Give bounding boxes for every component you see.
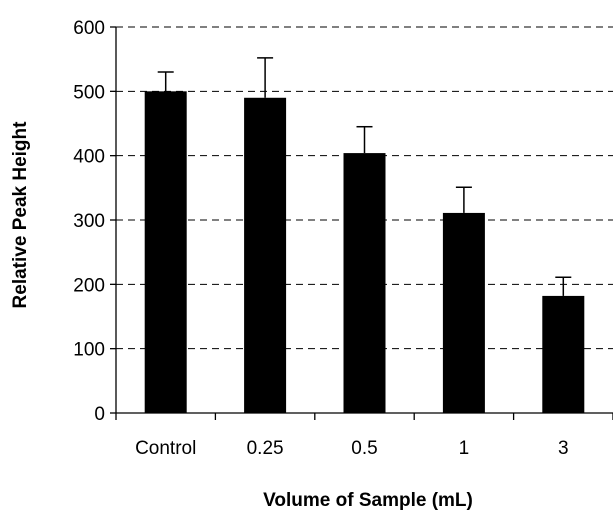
y-axis-title: Relative Peak Height (10, 121, 31, 309)
bar (442, 212, 485, 413)
y-tick-label: 600 (73, 18, 105, 39)
bar (144, 91, 187, 413)
x-tick-label: 0.25 (247, 438, 284, 459)
gridlines (116, 26, 613, 350)
y-tick-label: 200 (73, 275, 105, 296)
x-tick-label: 3 (558, 438, 569, 459)
bar (244, 97, 287, 414)
x-tick-label: 0.5 (351, 438, 377, 459)
bar (343, 153, 386, 414)
x-tick-label: Control (135, 438, 196, 459)
error-bars (157, 57, 572, 296)
x-ticks: Control 0.25 0.5 1 3 (115, 413, 613, 459)
y-ticks: 0 100 200 300 400 500 600 (73, 18, 116, 425)
y-tick-label: 100 (73, 340, 105, 361)
x-axis-title: Volume of Sample (mL) (263, 490, 473, 511)
y-tick-label: 400 (73, 147, 105, 168)
bars (144, 91, 585, 414)
y-tick-label: 500 (73, 82, 105, 103)
y-tick-label: 0 (94, 404, 105, 425)
x-tick-label: 1 (459, 438, 470, 459)
y-tick-label: 300 (73, 211, 105, 232)
bar (542, 295, 585, 413)
